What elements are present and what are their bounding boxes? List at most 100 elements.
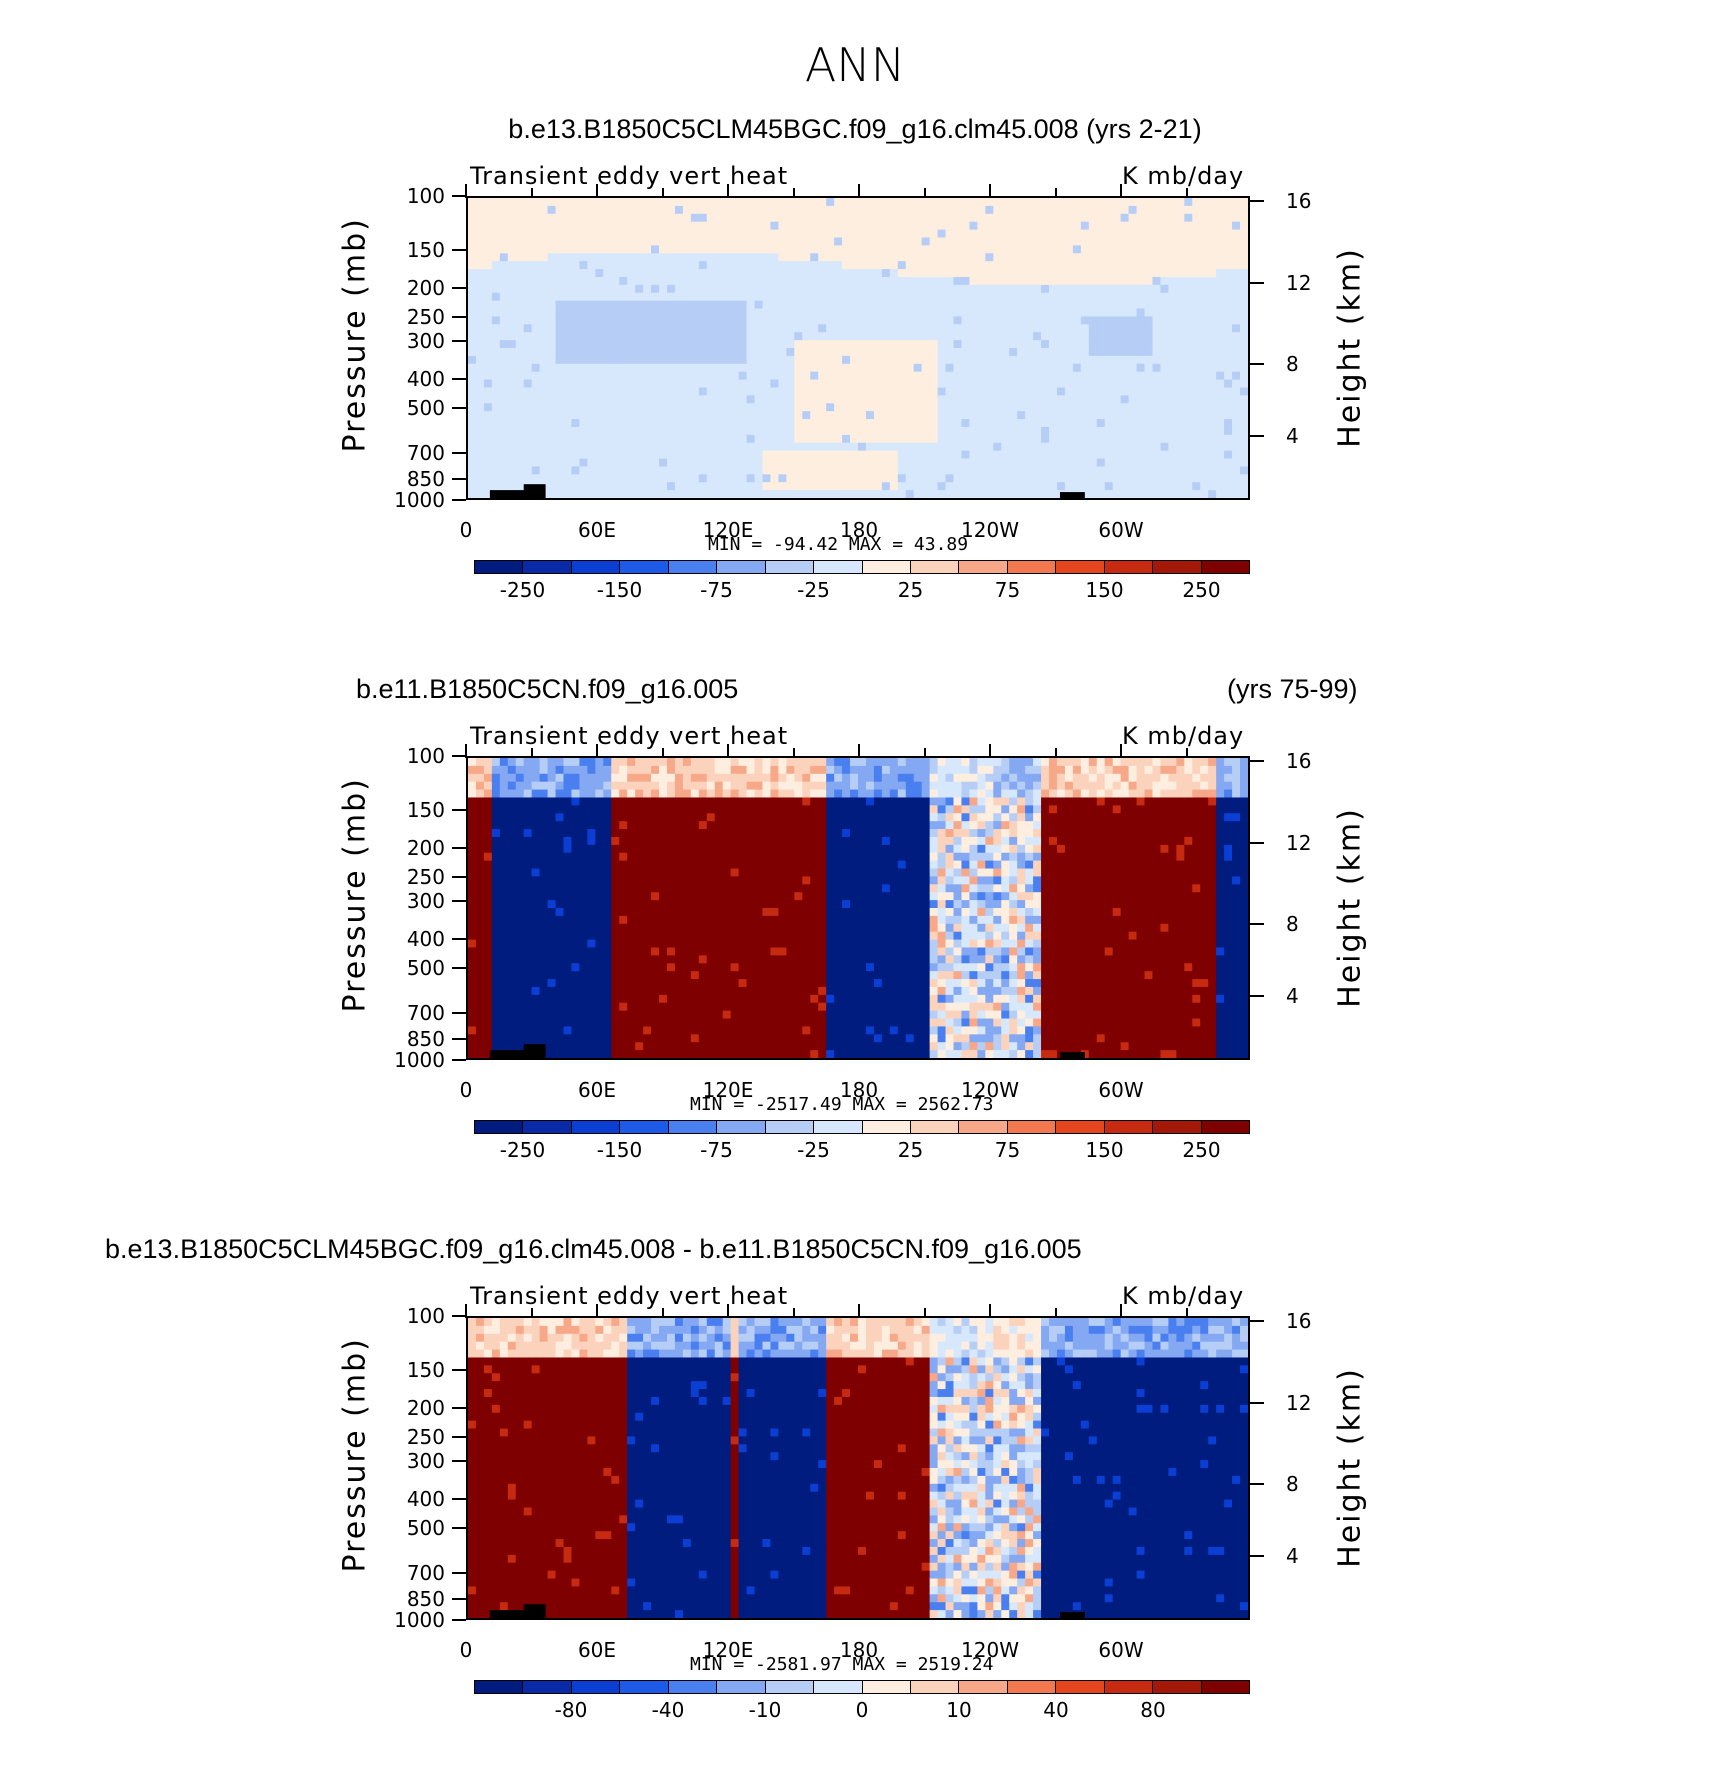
field-cell — [961, 245, 971, 254]
field-cell — [1025, 442, 1034, 452]
field-cell — [810, 198, 819, 207]
field-cell — [786, 253, 795, 262]
field-cell — [1136, 205, 1146, 215]
field-cell — [929, 474, 939, 483]
field-cell — [635, 213, 644, 223]
field-cell — [1184, 284, 1193, 294]
field-cell — [921, 276, 931, 286]
field-cell — [539, 805, 549, 814]
field-cell — [1232, 395, 1241, 404]
field-cell — [595, 355, 604, 365]
field-cell — [889, 245, 899, 254]
field-cell — [730, 245, 740, 254]
field-cell — [1192, 348, 1201, 357]
field-cell — [523, 379, 533, 389]
field-cell — [539, 355, 549, 365]
field-cell — [682, 229, 692, 239]
field-cell — [1232, 308, 1241, 318]
field-cell — [579, 884, 588, 893]
field-cell — [1240, 213, 1248, 223]
field-cell — [1025, 308, 1034, 318]
field-cell — [539, 198, 549, 207]
field-cell — [1056, 355, 1066, 365]
field-cell — [611, 813, 620, 822]
field-cell — [1017, 355, 1026, 365]
colorbar-swatch — [668, 561, 718, 573]
field-cell — [659, 758, 668, 767]
field-cell — [1160, 205, 1170, 215]
field-cell — [786, 229, 795, 239]
field-cell — [682, 348, 692, 357]
field-cell — [905, 324, 915, 333]
field-cell — [754, 276, 764, 286]
field-cell — [499, 403, 509, 412]
contour-plot-area — [466, 756, 1250, 1060]
field-cell — [762, 474, 772, 483]
field-cell — [1072, 474, 1082, 483]
field-cell — [881, 411, 891, 420]
field-cell — [770, 419, 780, 428]
field-cell — [491, 245, 501, 254]
field-cell — [1056, 253, 1066, 262]
field-cell — [1144, 332, 1154, 341]
field-cell — [547, 466, 557, 475]
field-cell — [1224, 395, 1233, 404]
field-cell — [865, 348, 875, 357]
field-cell — [579, 821, 588, 830]
field-cell — [619, 986, 628, 996]
field-cell — [1056, 371, 1066, 381]
field-cell — [706, 292, 716, 302]
field-cell — [1144, 198, 1154, 207]
field-cell — [587, 490, 596, 498]
field-cell — [921, 221, 931, 231]
field-cell — [587, 442, 596, 452]
field-cell — [483, 276, 493, 286]
field-cell — [937, 348, 947, 357]
field-cell — [929, 395, 939, 404]
field-cell — [674, 844, 684, 854]
field-cell — [579, 836, 588, 846]
field-cell — [674, 395, 684, 404]
field-cell — [905, 229, 915, 239]
field-cell — [1033, 371, 1042, 381]
field-cell — [619, 221, 628, 231]
field-cell — [1009, 213, 1018, 223]
field-cell — [1192, 229, 1201, 239]
field-cell — [929, 371, 939, 381]
field-cell — [515, 1010, 525, 1020]
field-cell — [738, 348, 748, 357]
field-cell — [1128, 411, 1138, 420]
field-cell — [706, 1050, 716, 1058]
field-cell — [873, 371, 883, 381]
field-cell — [1009, 490, 1018, 498]
field-cell — [682, 908, 692, 917]
field-cell — [523, 781, 533, 791]
field-cell — [579, 348, 588, 357]
field-cell — [1041, 316, 1050, 325]
field-cell — [1128, 403, 1138, 412]
field-cell — [555, 900, 565, 909]
field-cell — [547, 490, 557, 498]
field-cell — [881, 253, 891, 262]
field-cell — [651, 426, 660, 436]
field-cell — [1120, 348, 1130, 357]
field-cell — [706, 1010, 716, 1020]
field-cell — [674, 205, 684, 215]
field-cell — [786, 316, 795, 325]
field-cell — [611, 363, 620, 373]
field-cell — [603, 884, 612, 893]
field-cell — [698, 892, 708, 901]
field-cell — [1088, 316, 1098, 325]
field-cell — [905, 332, 915, 341]
field-cell — [563, 1010, 573, 1020]
field-cell — [659, 442, 668, 452]
field-cell — [985, 276, 994, 286]
field-cell — [730, 213, 740, 223]
field-cell — [1200, 340, 1209, 349]
field-cell — [881, 284, 891, 294]
field-cell — [786, 474, 795, 483]
field-cell — [1152, 332, 1162, 341]
field-cell — [619, 348, 628, 357]
field-cell — [555, 308, 565, 318]
field-cell — [595, 213, 604, 223]
